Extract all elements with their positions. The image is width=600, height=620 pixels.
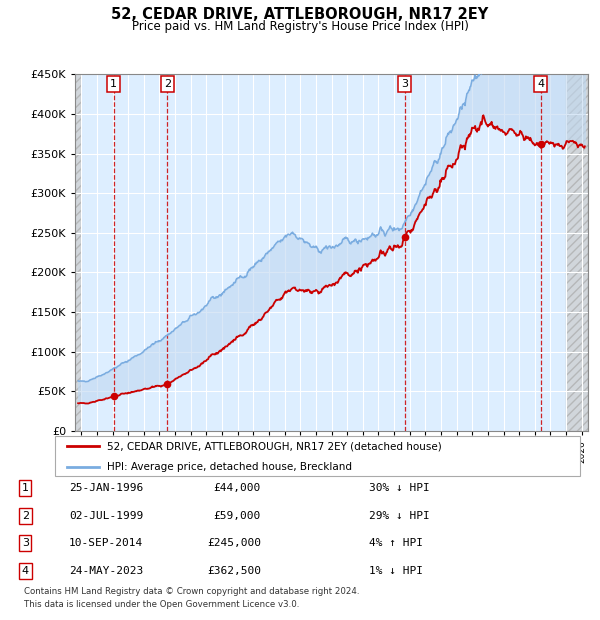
Text: 25-JAN-1996: 25-JAN-1996: [69, 483, 143, 493]
Text: Price paid vs. HM Land Registry's House Price Index (HPI): Price paid vs. HM Land Registry's House …: [131, 20, 469, 33]
Text: 4% ↑ HPI: 4% ↑ HPI: [369, 538, 423, 548]
Bar: [566, 74, 588, 431]
Text: 3: 3: [22, 538, 29, 548]
Text: 10-SEP-2014: 10-SEP-2014: [69, 538, 143, 548]
Text: £59,000: £59,000: [214, 511, 261, 521]
Text: 29% ↓ HPI: 29% ↓ HPI: [369, 511, 430, 521]
Text: £44,000: £44,000: [214, 483, 261, 493]
Text: 52, CEDAR DRIVE, ATTLEBOROUGH, NR17 2EY: 52, CEDAR DRIVE, ATTLEBOROUGH, NR17 2EY: [112, 7, 488, 22]
Text: 30% ↓ HPI: 30% ↓ HPI: [369, 483, 430, 493]
Text: 52, CEDAR DRIVE, ATTLEBOROUGH, NR17 2EY (detached house): 52, CEDAR DRIVE, ATTLEBOROUGH, NR17 2EY …: [107, 441, 442, 451]
Text: 3: 3: [401, 79, 409, 89]
Bar: [75, 74, 81, 431]
Text: £362,500: £362,500: [207, 566, 261, 576]
Text: 2: 2: [22, 511, 29, 521]
Text: 24-MAY-2023: 24-MAY-2023: [69, 566, 143, 576]
Text: This data is licensed under the Open Government Licence v3.0.: This data is licensed under the Open Gov…: [24, 600, 299, 609]
FancyBboxPatch shape: [55, 436, 580, 476]
Text: 2: 2: [164, 79, 171, 89]
Text: 02-JUL-1999: 02-JUL-1999: [69, 511, 143, 521]
Text: 4: 4: [22, 566, 29, 576]
Text: Contains HM Land Registry data © Crown copyright and database right 2024.: Contains HM Land Registry data © Crown c…: [24, 587, 359, 596]
Text: 1: 1: [22, 483, 29, 493]
Text: 4: 4: [537, 79, 544, 89]
Text: 1: 1: [110, 79, 117, 89]
Text: £245,000: £245,000: [207, 538, 261, 548]
Text: HPI: Average price, detached house, Breckland: HPI: Average price, detached house, Brec…: [107, 461, 352, 472]
Text: 1% ↓ HPI: 1% ↓ HPI: [369, 566, 423, 576]
